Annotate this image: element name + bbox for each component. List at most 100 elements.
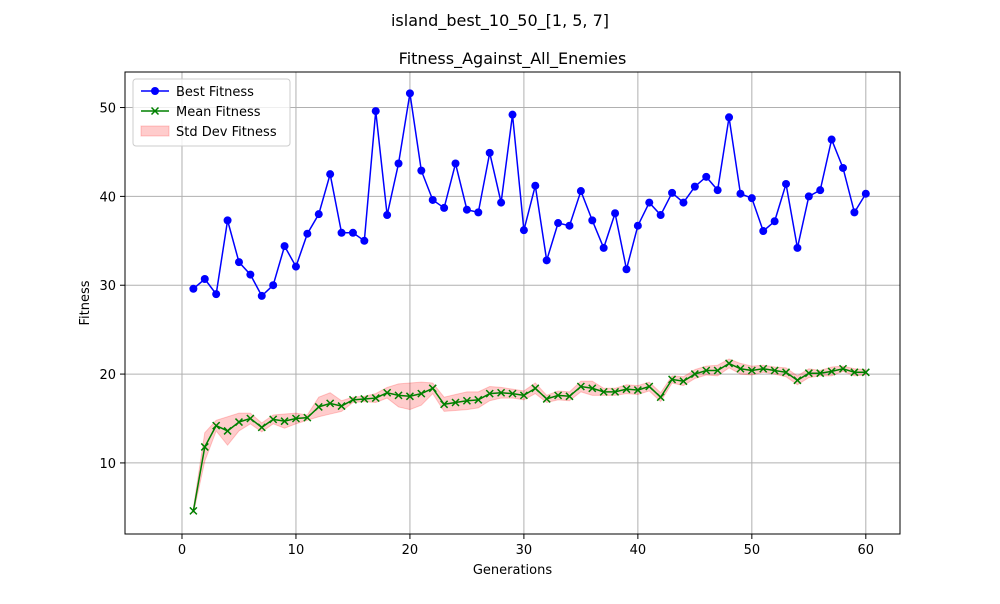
legend-std-label: Std Dev Fitness xyxy=(176,125,277,140)
mean-fitness-point xyxy=(326,399,335,408)
mean-fitness-point xyxy=(314,402,323,411)
best-fitness-point xyxy=(451,159,460,168)
mean-fitness-point xyxy=(485,389,494,398)
best-fitness-point xyxy=(360,236,369,245)
best-fitness-point xyxy=(679,198,688,207)
x-tick-label: 0 xyxy=(178,543,186,558)
x-tick-label: 20 xyxy=(402,543,419,558)
mean-fitness-point xyxy=(554,391,563,400)
mean-fitness-point xyxy=(793,376,802,385)
mean-fitness-point xyxy=(816,369,825,378)
best-fitness-point xyxy=(348,228,357,237)
mean-fitness-point xyxy=(576,382,585,391)
mean-fitness-point xyxy=(850,368,859,377)
best-fitness-point xyxy=(200,275,209,284)
best-fitness-point xyxy=(497,198,506,207)
mean-fitness-point xyxy=(269,415,278,424)
mean-fitness-point xyxy=(303,413,312,422)
mean-fitness-point xyxy=(645,382,654,391)
best-fitness-point xyxy=(405,89,414,98)
best-fitness-point xyxy=(440,203,449,212)
best-fitness-point xyxy=(645,198,654,207)
best-fitness-point xyxy=(759,227,768,236)
mean-fitness-point xyxy=(189,506,198,515)
mean-fitness-point xyxy=(212,421,221,430)
mean-fitness-point xyxy=(656,393,665,402)
mean-fitness-point xyxy=(759,364,768,373)
best-fitness-point xyxy=(713,186,722,195)
best-fitness-point xyxy=(257,291,266,300)
mean-fitness-point xyxy=(804,369,813,378)
mean-fitness-point xyxy=(405,392,414,401)
mean-fitness-point xyxy=(519,391,528,400)
best-fitness-point xyxy=(371,107,380,116)
best-fitness-point xyxy=(531,181,540,190)
best-fitness-point xyxy=(668,188,677,197)
mean-fitness-point xyxy=(633,386,642,395)
mean-fitness-point xyxy=(280,417,289,426)
best-fitness-point xyxy=(816,186,825,195)
legend-best-marker xyxy=(151,87,159,95)
mean-fitness-point xyxy=(531,384,540,393)
best-fitness-line xyxy=(192,93,867,298)
mean-fitness-point xyxy=(428,384,437,393)
mean-fitness-point xyxy=(679,377,688,386)
legend-box xyxy=(132,78,291,147)
mean-fitness-point xyxy=(497,388,506,397)
best-fitness-point xyxy=(633,221,642,230)
mean-fitness-point xyxy=(736,364,745,373)
mean-fitness-point xyxy=(234,418,244,427)
mean-fitness-point xyxy=(702,366,711,375)
mean-fitness-point xyxy=(565,392,574,401)
best-fitness-point xyxy=(303,229,312,238)
best-fitness-point xyxy=(246,270,255,279)
best-fitness-point xyxy=(326,170,335,179)
x-tick-label: 60 xyxy=(858,543,875,558)
mean-fitness-point xyxy=(781,368,791,377)
mean-fitness-point xyxy=(861,368,870,377)
legend: Best Fitness Mean Fitness Std Dev Fitnes… xyxy=(132,78,291,147)
mean-fitness-point xyxy=(690,370,699,379)
mean-fitness-point xyxy=(599,387,608,396)
mean-fitness-point xyxy=(747,366,756,375)
mean-fitness-point xyxy=(725,359,734,368)
best-fitness-point xyxy=(269,281,278,290)
best-fitness-point xyxy=(622,265,631,274)
x-axis: 0 10 20 30 40 50 60 xyxy=(178,534,874,558)
best-fitness-point xyxy=(804,192,813,201)
best-fitness-point xyxy=(793,243,802,252)
figure-suptitle: island_best_10_50_[1, 5, 7] xyxy=(391,11,609,31)
x-tick-label: 30 xyxy=(516,543,533,558)
std-dev-band xyxy=(192,358,867,514)
best-fitness-point xyxy=(861,189,870,198)
mean-fitness-point xyxy=(713,366,722,375)
best-fitness-point xyxy=(291,262,300,271)
mean-fitness-point xyxy=(827,367,836,376)
best-fitness-point xyxy=(690,182,699,191)
best-fitness-point xyxy=(417,166,426,175)
legend-std-swatch xyxy=(140,125,170,137)
x-tick-label: 40 xyxy=(630,543,647,558)
best-fitness-point xyxy=(725,113,734,122)
best-fitness-point xyxy=(599,243,608,252)
legend-best-label: Best Fitness xyxy=(176,85,254,100)
y-tick-label: 30 xyxy=(99,279,116,294)
best-fitness-point xyxy=(588,216,597,225)
series-mean-fitness xyxy=(189,359,870,515)
mean-fitness-point xyxy=(611,387,620,396)
x-axis-label: Generations xyxy=(473,563,553,578)
best-fitness-point xyxy=(508,110,517,119)
mean-fitness-point xyxy=(257,423,266,432)
best-fitness-point xyxy=(747,194,756,203)
mean-fitness-point xyxy=(360,394,369,403)
mean-fitness-point xyxy=(542,394,551,403)
std-dev-area xyxy=(192,358,867,514)
best-fitness-point xyxy=(189,284,198,293)
best-fitness-point xyxy=(839,163,848,172)
mean-fitness-point xyxy=(383,388,392,397)
series-layer xyxy=(189,89,870,515)
grid xyxy=(125,72,900,534)
mean-fitness-point xyxy=(838,364,848,373)
mean-fitness-point xyxy=(770,366,779,375)
